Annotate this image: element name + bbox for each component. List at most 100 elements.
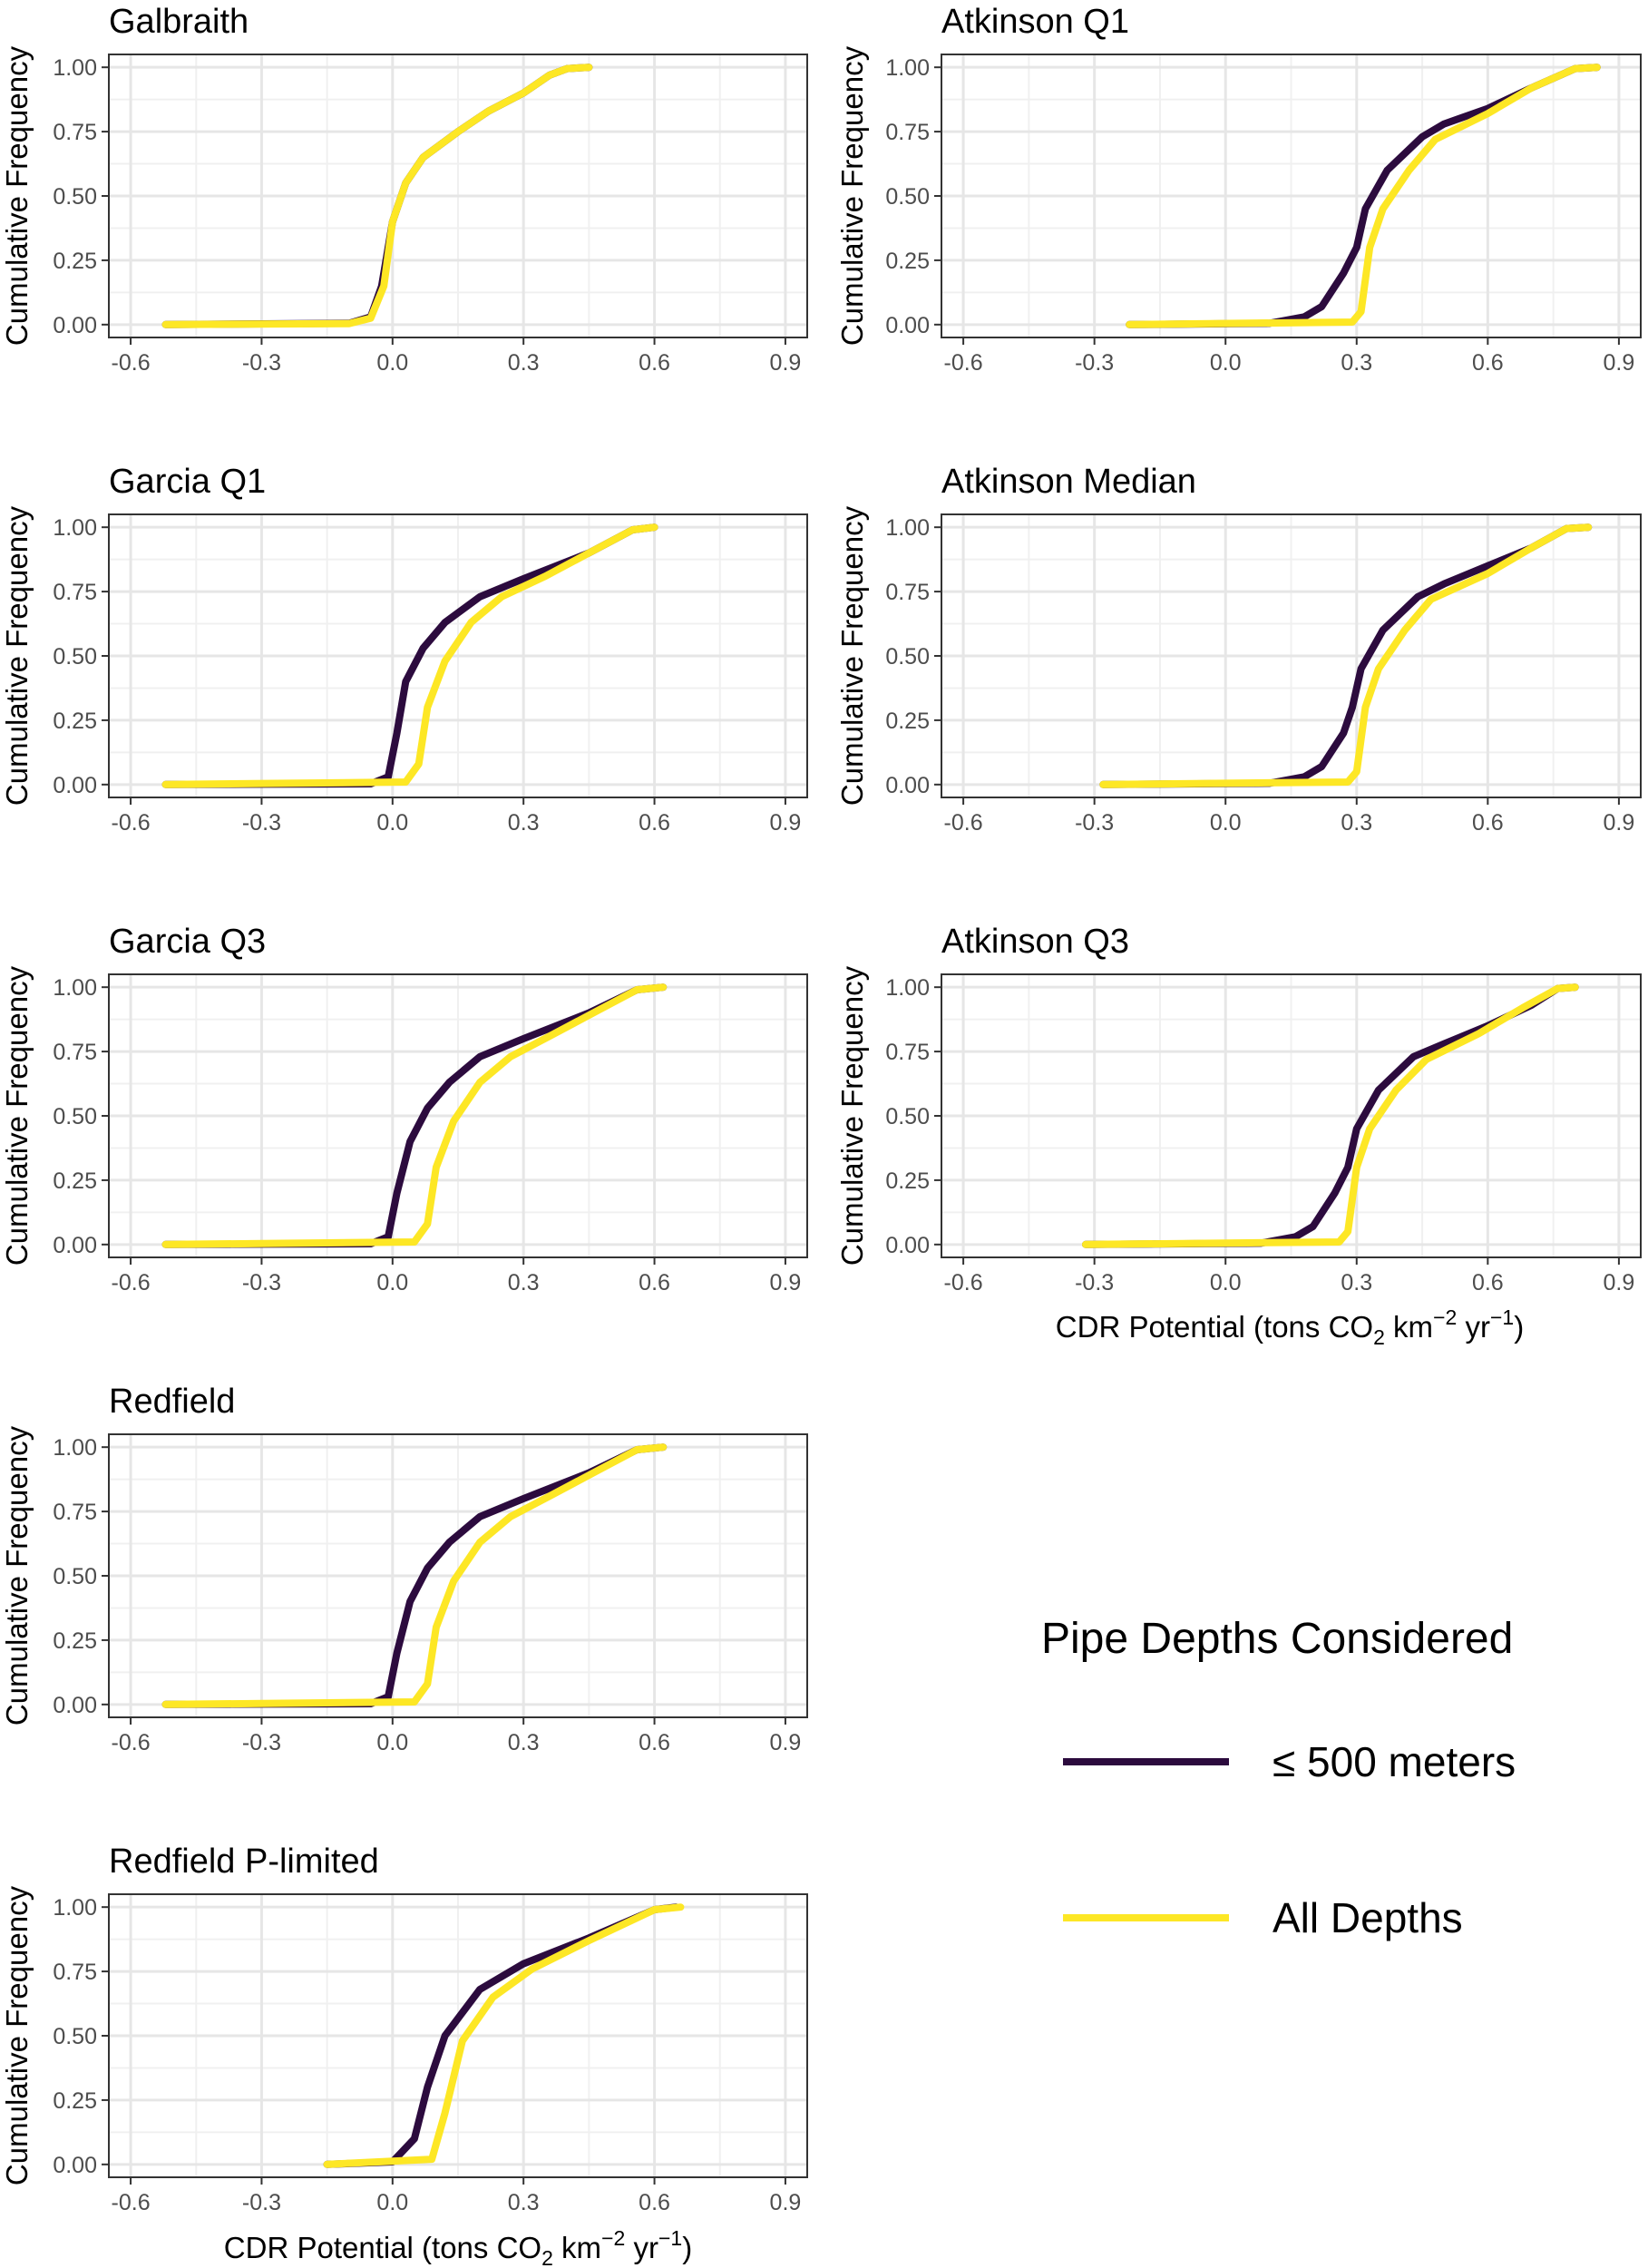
y-tick-label: 1.00 [885, 975, 930, 1001]
y-tick-label: 1.00 [53, 1895, 97, 1921]
y-tick-label: 0.25 [885, 709, 930, 734]
x-tick-label: 0.6 [1472, 810, 1504, 836]
legend-label: All Depths [1273, 1894, 1463, 1941]
y-tick-label: 0.50 [885, 644, 930, 670]
panel-atkinson-q3: Atkinson Q3 -0.6 -0.3 0.0 0.3 0.6 0.9 0.00 0.25 0… [835, 923, 1642, 1295]
x-tick-label: 0.0 [1210, 350, 1242, 376]
x-tick-label: 0.6 [639, 350, 670, 376]
y-tick-label: 0.75 [53, 1500, 97, 1525]
x-tick-label: 0.9 [1604, 810, 1635, 836]
y-tick-label: 0.50 [53, 184, 97, 210]
plot-border [108, 54, 808, 338]
x-tick-label: 0.9 [770, 2190, 802, 2215]
plot-border [941, 54, 1642, 338]
y-tick-label: 0.25 [53, 1628, 97, 1654]
y-tick-label: 0.50 [53, 1564, 97, 1589]
x-tick-label: -0.6 [112, 2190, 151, 2215]
x-tick-label: -0.3 [242, 2190, 281, 2215]
series-line-all-depths [323, 1903, 685, 2168]
x-tick-label: 0.3 [508, 1730, 540, 1755]
x-label-superscript: −2 [601, 2226, 625, 2250]
x-label-subscript: 2 [1373, 1325, 1385, 1349]
series-line-all-depths [161, 1443, 668, 1708]
x-tick-label: -0.3 [242, 810, 281, 836]
x-tick-label: 0.3 [508, 2190, 540, 2215]
y-tick-label: 0.00 [53, 2153, 97, 2178]
y-axis-label: Cumulative Frequency [0, 1885, 34, 2185]
x-axis-label: CDR Potential (tons CO2 km−2 yr−1) [224, 2226, 692, 2268]
x-tick-label: 0.3 [1341, 350, 1372, 376]
legend: Pipe Depths Considered ≤ 500 meters All De… [1041, 1615, 1516, 1941]
x-tick-label: 0.9 [770, 810, 802, 836]
y-tick-label: 1.00 [885, 515, 930, 541]
y-tick-label: 1.00 [53, 55, 97, 81]
x-label-superscript: −1 [1490, 1305, 1514, 1329]
x-tick-label: 0.0 [376, 1270, 408, 1295]
y-tick-label: 0.25 [885, 1168, 930, 1194]
x-tick-label: 0.9 [770, 1730, 802, 1755]
y-tick-label: 0.25 [885, 249, 930, 274]
series-line-all-depths [161, 64, 593, 328]
y-tick-label: 1.00 [53, 975, 97, 1001]
y-tick-label: 0.25 [53, 2088, 97, 2114]
y-tick-label: 0.75 [885, 1040, 930, 1065]
x-tick-label: 0.0 [1210, 810, 1242, 836]
panel-title: Redfield [109, 1383, 235, 1421]
x-label-text: yr [625, 2231, 658, 2264]
y-tick-label: 1.00 [53, 1435, 97, 1461]
y-tick-label: 1.00 [885, 55, 930, 81]
y-tick-label: 0.25 [53, 1168, 97, 1194]
y-tick-label: 1.00 [53, 515, 97, 541]
x-tick-label: -0.3 [1075, 1270, 1114, 1295]
x-tick-label: -0.3 [1075, 810, 1114, 836]
y-axis-label: Cumulative Frequency [0, 505, 34, 806]
panel-title: Atkinson Q1 [941, 3, 1129, 41]
y-tick-label: 0.50 [885, 1104, 930, 1129]
x-tick-label: 0.3 [508, 810, 540, 836]
y-tick-label: 0.25 [53, 709, 97, 734]
panel-galbraith: Galbraith -0.6 -0.3 0.0 0.3 0.6 0.9 0.00 0.25 0.5… [0, 3, 808, 376]
panel-atkinson-q1: Atkinson Q1 -0.6 -0.3 0.0 0.3 0.6 0.9 0.00 0.25 0… [835, 3, 1642, 376]
x-tick-label: 0.6 [639, 1270, 670, 1295]
x-tick-label: -0.6 [944, 810, 983, 836]
panel-title: Redfield P-limited [109, 1843, 379, 1881]
plot-border [108, 973, 808, 1258]
series-line-all-depths [1082, 983, 1579, 1248]
x-label-text: yr [1457, 1310, 1490, 1344]
series-line-all-depths [161, 983, 668, 1248]
x-tick-label: -0.6 [112, 350, 151, 376]
y-tick-label: 0.75 [53, 1040, 97, 1065]
panel-title: Garcia Q1 [109, 463, 266, 501]
x-tick-label: 0.3 [1341, 810, 1372, 836]
y-axis-label: Cumulative Frequency [835, 965, 869, 1266]
x-tick-label: 0.9 [1604, 350, 1635, 376]
x-label-text: ) [682, 2231, 692, 2264]
y-tick-label: 0.00 [885, 313, 930, 338]
series-line-all-depths [1099, 523, 1593, 788]
x-label-text: CDR Potential (tons CO [224, 2231, 541, 2264]
y-tick-label: 0.75 [53, 1960, 97, 1985]
x-tick-label: 0.0 [376, 810, 408, 836]
series-line-all-depths [161, 523, 658, 788]
plot-border [941, 973, 1642, 1258]
panel-title: Garcia Q3 [109, 923, 266, 961]
x-axis-label: CDR Potential (tons CO2 km−2 yr−1) [1056, 1305, 1524, 1349]
y-tick-label: 0.00 [53, 313, 97, 338]
panel-redfield: Redfield -0.6 -0.3 0.0 0.3 0.6 0.9 0.00 0.25 0.50… [0, 1383, 808, 1755]
x-label-superscript: −1 [658, 2226, 682, 2250]
y-tick-label: 0.75 [885, 120, 930, 145]
x-tick-label: -0.3 [1075, 350, 1114, 376]
y-axis-label: Cumulative Frequency [0, 965, 34, 1266]
x-tick-label: 0.6 [639, 2190, 670, 2215]
x-tick-label: -0.6 [112, 1730, 151, 1755]
x-label-subscript: 2 [541, 2246, 553, 2268]
y-axis-label: Cumulative Frequency [835, 505, 869, 806]
y-tick-label: 0.75 [53, 120, 97, 145]
y-tick-label: 0.75 [885, 580, 930, 605]
x-tick-label: 0.9 [770, 1270, 802, 1295]
panel-title: Atkinson Q3 [941, 923, 1129, 961]
panel-garcia-q1: Garcia Q1 -0.6 -0.3 0.0 0.3 0.6 0.9 0.00 0.25 0.5… [0, 463, 808, 836]
y-tick-label: 0.50 [53, 2024, 97, 2049]
y-axis-label: Cumulative Frequency [0, 45, 34, 346]
